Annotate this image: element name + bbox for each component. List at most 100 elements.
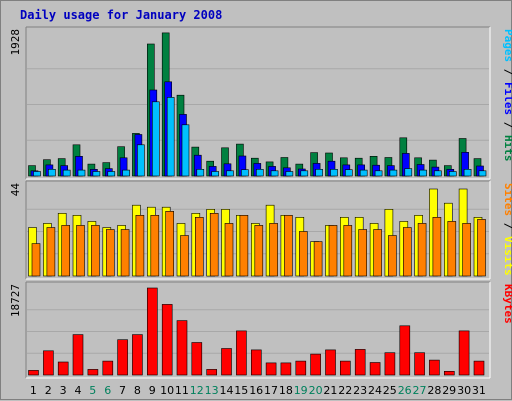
panel-legend: Pages / Files / Hits [502, 29, 512, 162]
bar-kbytes-day-22 [339, 360, 351, 376]
y-max-label: 1928 [9, 29, 22, 56]
bar-sites-day-10 [165, 211, 174, 277]
bar-sites-day-22 [343, 225, 353, 277]
bar-sites-day-16 [254, 225, 264, 277]
day-label-31: 31 [472, 384, 486, 397]
day-label-4: 4 [75, 384, 82, 397]
bar-kbytes-day-26 [399, 325, 411, 376]
day-label-28: 28 [427, 384, 441, 397]
bar-pages-day-21 [330, 169, 338, 177]
y-max-label: 44 [9, 183, 22, 197]
panel-background [26, 27, 490, 179]
bar-kbytes-day-19 [295, 360, 307, 376]
bar-kbytes-day-31 [473, 360, 485, 376]
bar-sites-day-26 [402, 227, 412, 277]
legend-entry: / [502, 62, 512, 82]
bar-pages-day-8 [137, 144, 145, 177]
panel-legend: KBytes [502, 284, 512, 324]
day-label-1: 1 [30, 384, 37, 397]
bar-pages-day-10 [166, 97, 175, 177]
bar-kbytes-day-15 [236, 330, 247, 376]
bar-kbytes-day-9 [147, 287, 158, 376]
bar-pages-day-4 [77, 169, 86, 177]
day-label-20: 20 [309, 384, 323, 397]
day-label-18: 18 [279, 384, 293, 397]
bar-sites-day-27 [417, 223, 427, 277]
bar-sites-day-19 [298, 231, 308, 277]
bar-sites-day-14 [224, 223, 234, 277]
legend-entry: Sites [502, 183, 512, 216]
bar-sites-day-31 [477, 219, 486, 277]
bar-pages-day-1 [33, 171, 41, 177]
bar-sites-day-11 [180, 235, 189, 277]
legend-entry: Visits [502, 236, 512, 276]
bar-sites-day-28 [432, 217, 442, 277]
day-label-21: 21 [323, 384, 337, 397]
day-label-9: 9 [149, 384, 156, 397]
bar-kbytes-day-29 [443, 370, 455, 376]
bar-pages-day-16 [256, 169, 264, 177]
chart-title: Daily usage for January 2008 [20, 8, 222, 22]
day-label-25: 25 [383, 384, 397, 397]
bar-kbytes-day-20 [310, 353, 321, 376]
bar-kbytes-day-7 [117, 339, 128, 376]
day-label-22: 22 [338, 384, 352, 397]
bar-sites-day-20 [313, 241, 323, 277]
bar-kbytes-day-21 [325, 349, 336, 376]
bar-kbytes-day-6 [102, 360, 114, 376]
bar-kbytes-day-3 [57, 361, 69, 376]
bar-kbytes-day-8 [132, 334, 143, 376]
day-label-7: 7 [119, 384, 126, 397]
bar-pages-day-26 [404, 168, 413, 177]
bar-pages-day-24 [374, 170, 383, 177]
day-label-3: 3 [60, 384, 67, 397]
bar-sites-day-5 [91, 225, 100, 277]
bar-sites-day-17 [269, 223, 278, 277]
day-label-12: 12 [190, 384, 204, 397]
bar-sites-day-7 [120, 229, 130, 277]
bar-sites-day-24 [373, 229, 382, 277]
panel-hits-files-pages: 1928 Pages / Files / Hits [9, 26, 512, 180]
bar-pages-day-29 [448, 171, 457, 177]
bar-sites-day-15 [239, 215, 249, 277]
bar-pages-day-7 [122, 169, 130, 177]
bar-sites-day-3 [61, 225, 71, 277]
bar-sites-day-23 [358, 229, 368, 277]
bar-pages-day-15 [241, 169, 249, 177]
bar-pages-day-2 [48, 169, 56, 177]
bar-sites-day-13 [209, 213, 219, 277]
bar-pages-day-3 [62, 169, 71, 177]
day-label-5: 5 [89, 384, 96, 397]
day-label-26: 26 [398, 384, 412, 397]
bar-pages-day-28 [434, 170, 442, 177]
bar-sites-day-6 [106, 229, 115, 277]
bar-kbytes-day-11 [176, 320, 188, 376]
bar-kbytes-day-17 [265, 362, 277, 376]
bar-pages-day-5 [92, 171, 101, 177]
bar-pages-day-18 [285, 171, 294, 177]
legend-entry: / [502, 115, 512, 135]
bar-kbytes-day-28 [429, 359, 440, 376]
legend-entry: KBytes [502, 284, 512, 324]
day-label-19: 19 [294, 384, 308, 397]
bar-kbytes-day-23 [354, 349, 366, 376]
bar-pages-day-13 [211, 171, 219, 177]
bar-pages-day-14 [226, 170, 234, 177]
bar-sites-day-9 [150, 215, 160, 277]
day-label-2: 2 [45, 384, 52, 397]
day-labels: 1 2 3 4 5 6 7 8 9 10 11 12 13 14 15 16 17 18 19 20 21 22 23 24 2… [30, 384, 486, 397]
bar-pages-day-9 [152, 101, 160, 177]
bar-pages-day-27 [419, 169, 427, 177]
panel-legend: Sites / Visits [502, 183, 512, 276]
bar-kbytes-day-2 [43, 350, 54, 376]
bar-sites-day-8 [135, 215, 145, 277]
bar-pages-day-23 [359, 169, 368, 177]
bar-kbytes-day-5 [87, 369, 99, 376]
bar-sites-day-21 [328, 225, 338, 277]
bar-kbytes-day-10 [161, 304, 173, 376]
bar-sites-day-4 [76, 225, 85, 277]
bar-kbytes-day-12 [191, 342, 203, 376]
bar-kbytes-day-18 [280, 362, 292, 376]
bar-sites-day-1 [31, 243, 41, 277]
